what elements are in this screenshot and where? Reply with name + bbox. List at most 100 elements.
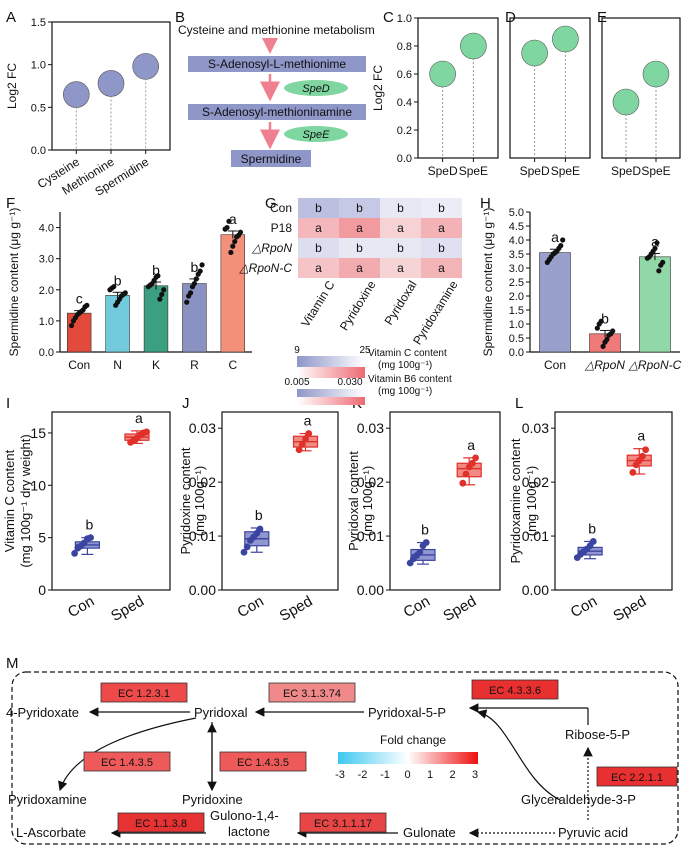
ytick-label: 0.01 <box>522 528 549 544</box>
ytick-label: 0.00 <box>189 582 216 598</box>
significance-letter: b <box>255 507 263 523</box>
ytick-label: 0.5 <box>31 102 46 114</box>
data-point <box>302 435 309 443</box>
heatmap-row-label: △RpoN <box>251 241 292 255</box>
fold-tick-4: 1 <box>427 769 433 781</box>
heatmap-cell-letter: a <box>397 221 404 235</box>
significance-letter: a <box>229 211 237 227</box>
heatmap-cell-letter: b <box>356 241 363 255</box>
heatmap-cell <box>298 258 339 278</box>
heatmap-row-label: △RpoN-C <box>238 261 292 275</box>
heatmap-cell-letter: b <box>356 201 363 215</box>
xtick-label: Sped <box>610 593 649 625</box>
heatmap-row-label: P18 <box>271 221 293 235</box>
panel-f-chart: 0.0 1.0 2.0 3.0 4.0 Spermidine content (μg g⁻… <box>7 208 252 372</box>
data-point <box>598 318 604 324</box>
ytick-label: 1.5 <box>31 17 46 29</box>
data-point <box>111 284 117 290</box>
vitb6-gradient-red <box>297 397 365 405</box>
ytick-label: 1.0 <box>509 319 524 331</box>
xtick-label: Sped <box>440 593 479 625</box>
fold-change-gradient <box>338 752 478 764</box>
data-point <box>228 249 234 256</box>
xtick-label: C <box>228 358 237 372</box>
node-pyridoxamine: Pyridoxamine <box>8 792 87 807</box>
fold-tick-1: -2 <box>358 769 368 781</box>
ylabel-unit: (mg 100g⁻¹) <box>524 466 539 536</box>
significance-letter: a <box>467 437 475 453</box>
data-point <box>161 287 167 293</box>
node-gulono-lactone-line2: lactone <box>228 824 270 839</box>
ec-label-1: EC 1.2.3.1 <box>118 688 170 700</box>
xtick-label: Con <box>68 358 90 372</box>
panel-c-chart: 0.0 0.2 0.4 0.6 0.8 1.0 Log2 FC SpeD SpeE <box>371 13 499 178</box>
ylabel-unit: (mg 100g⁻¹) <box>360 466 375 536</box>
heatmap-cell <box>339 218 380 238</box>
lollipop-head <box>460 32 487 60</box>
xtick-label: SpeE <box>641 164 670 178</box>
ylabel: Pyridoxamine content <box>508 438 523 563</box>
data-point <box>256 525 264 533</box>
ylabel: Pyridoxal content <box>346 451 361 551</box>
bar <box>143 285 169 353</box>
spe-d-enzyme-label: SpeD <box>302 83 330 95</box>
fold-tick-0: -3 <box>335 769 345 781</box>
ec-label-6: EC 2.2.1.1 <box>611 772 663 784</box>
data-point <box>193 276 199 282</box>
lollipop-head <box>62 81 90 108</box>
data-point <box>558 243 564 249</box>
significance-letter: b <box>152 262 160 278</box>
panel-k-chart: 0.00 0.01 0.02 0.03 Pyridoxal content (mg 100… <box>346 411 501 625</box>
data-point <box>199 262 205 268</box>
xtick-label: Sped <box>277 593 316 625</box>
bar <box>639 256 671 353</box>
data-point <box>197 268 203 274</box>
heatmap-cell <box>339 198 380 218</box>
lollipop-head <box>429 60 456 88</box>
data-point <box>87 534 94 542</box>
xtick-label: R <box>190 358 199 372</box>
heatmap-cell <box>421 218 462 238</box>
heatmap-cell <box>339 238 380 258</box>
significance-letter: a <box>637 428 645 444</box>
ytick-label: 15 <box>30 425 46 441</box>
heatmap-cell <box>421 258 462 278</box>
heatmap-cell <box>298 198 339 218</box>
panel-d-chart: SpeD SpeE <box>509 17 591 178</box>
data-point <box>243 543 251 551</box>
data-point <box>589 538 597 545</box>
heatmap-col-label: Pyridoxine <box>337 278 379 333</box>
heatmap-cell-letter: b <box>438 241 445 255</box>
heatmap-cell-letter: b <box>438 201 445 215</box>
data-point <box>600 343 606 349</box>
data-point <box>305 430 313 437</box>
xtick-label: Con <box>65 593 97 621</box>
vitb6-min-label: 0.005 <box>284 377 309 388</box>
vitb6-legend-unit: (mg 100g⁻¹) <box>378 386 432 397</box>
ytick-label: 0.01 <box>189 528 216 544</box>
data-point <box>184 299 190 305</box>
xtick-label: N <box>113 358 122 372</box>
node-gulonate: Gulonate <box>403 825 456 840</box>
xtick-label: △RpoN <box>584 358 625 372</box>
ytick-label: 2.5 <box>509 277 524 289</box>
ytick-label: 0.03 <box>189 420 216 436</box>
vitc-min-label: 9 <box>294 345 300 356</box>
heatmap-cell-letter: a <box>356 221 363 235</box>
ylabel: Spermidine content (μg g⁻¹) <box>481 208 495 357</box>
ytick-label: 0.2 <box>397 125 412 137</box>
xtick-label: SpeD <box>428 164 458 178</box>
ytick-label: 5.0 <box>509 207 524 219</box>
data-point <box>560 237 566 243</box>
node-gulono-lactone-line1: Gulono-1,4- <box>210 808 279 823</box>
data-point <box>656 268 662 274</box>
xtick-label: SpeD <box>611 164 641 178</box>
vitc-gradient-blue <box>297 356 365 367</box>
xtick-label: SpeE <box>551 164 580 178</box>
node-ribose-5-p: Ribose-5-P <box>565 727 630 742</box>
ylabel: Spermidine content (μg g⁻¹) <box>7 208 21 357</box>
node-4-pyridoxate: 4-Pyridoxate <box>6 705 79 720</box>
heatmap-cell-letter: a <box>315 261 322 275</box>
ytick-label: 2.0 <box>509 291 524 303</box>
